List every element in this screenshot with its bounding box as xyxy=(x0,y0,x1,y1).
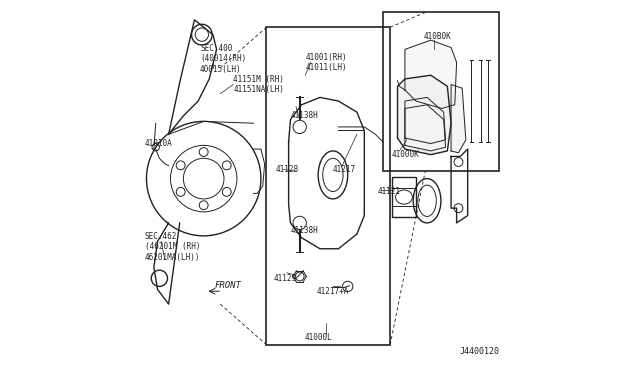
Text: 41000K: 41000K xyxy=(392,150,420,159)
Text: 410B0K: 410B0K xyxy=(424,32,451,41)
Text: 41129: 41129 xyxy=(274,274,297,283)
Bar xyxy=(383,13,499,171)
Text: 41217: 41217 xyxy=(333,165,356,174)
Text: 41128: 41128 xyxy=(276,165,299,174)
Text: 41010A: 41010A xyxy=(145,139,172,148)
Text: 41151M (RH)
41151NA(LH): 41151M (RH) 41151NA(LH) xyxy=(233,75,284,94)
Text: 41217+A: 41217+A xyxy=(316,287,349,296)
Text: SEC.462
(46201M (RH)
46201MA(LH)): SEC.462 (46201M (RH) 46201MA(LH)) xyxy=(145,232,200,262)
Text: 41001(RH)
41011(LH): 41001(RH) 41011(LH) xyxy=(305,52,347,72)
Text: 41000L: 41000L xyxy=(304,333,332,342)
Text: 41138H: 41138H xyxy=(291,111,318,121)
Text: 41138H: 41138H xyxy=(291,226,318,235)
Bar xyxy=(266,27,390,345)
Polygon shape xyxy=(451,84,466,153)
Text: 41121: 41121 xyxy=(377,187,401,196)
Text: FRONT: FRONT xyxy=(215,281,242,290)
Text: J4400120: J4400120 xyxy=(459,347,499,356)
Polygon shape xyxy=(405,40,456,109)
Polygon shape xyxy=(397,75,451,155)
Text: SEC.400
(40014(RH)
40015(LH): SEC.400 (40014(RH) 40015(LH) xyxy=(200,44,246,74)
Bar xyxy=(392,177,416,217)
